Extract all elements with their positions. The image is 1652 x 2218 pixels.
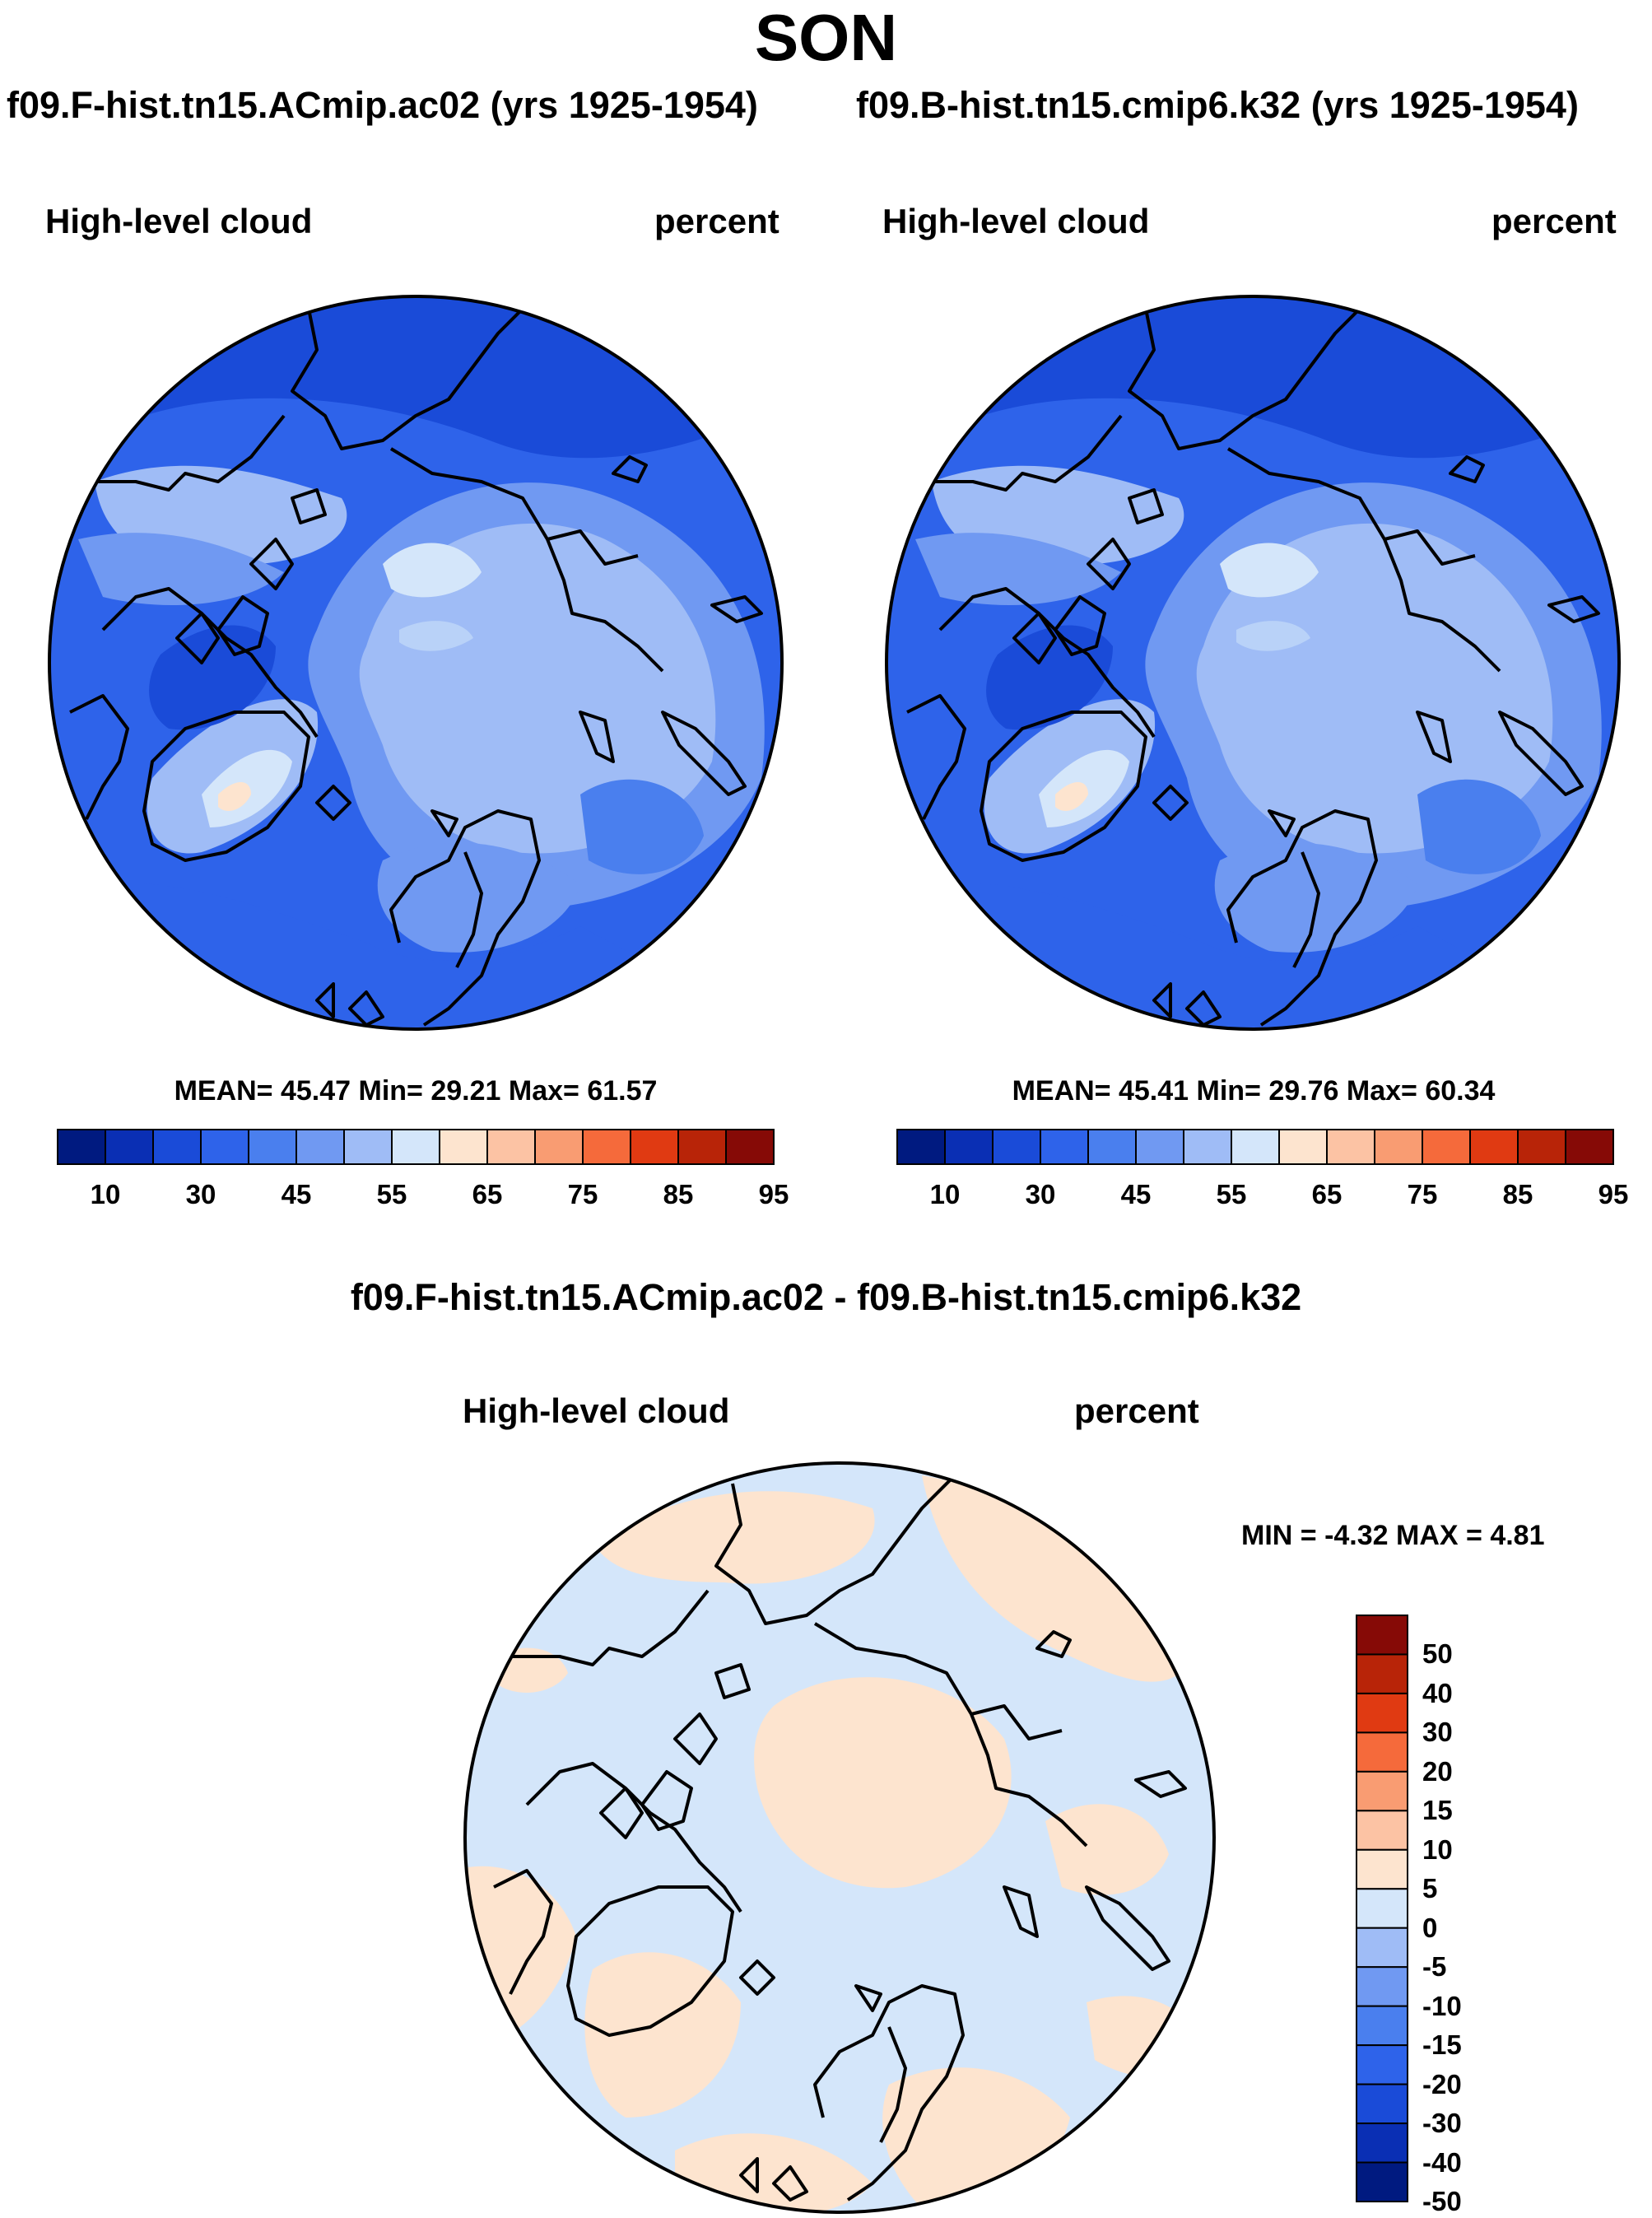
panel1-colorbar-swatch [534,1129,584,1165]
difference-colorbar-swatch [1356,2083,1408,2125]
panel2-colorbar-swatch [1469,1129,1519,1165]
panel2-colorbar-tick-label: 65 [1311,1179,1343,1209]
panel1-map [48,295,784,1031]
difference-colorbar-tick-label: 20 [1422,1755,1453,1787]
difference-title: f09.F-hist.tn15.ACmip.ac02 - f09.B-hist.… [350,1276,1302,1318]
panel1-variable-label: High-level cloud [45,202,313,240]
panel2-colorbar-swatch [1565,1129,1614,1165]
panel2-colorbar-swatch [1422,1129,1471,1165]
difference-units-label: percent [1074,1391,1199,1430]
panel1-colorbar-tick-label: 95 [758,1179,789,1209]
panel1-colorbar-tick-label: 75 [567,1179,598,1209]
difference-colorbar-tick-label: 30 [1422,1717,1453,1748]
panel1-colorbar-swatch [582,1129,631,1165]
panel1-colorbar-swatch [152,1129,202,1165]
panel2-colorbar-swatch [1087,1129,1137,1165]
difference-colorbar-swatch [1356,1888,1408,1929]
panel2-colorbar-swatch [1326,1129,1375,1165]
difference-colorbar-swatch [1356,1615,1408,1656]
panel2-colorbar-swatch [1278,1129,1328,1165]
difference-colorbar-tick-label: -10 [1422,1990,1462,2021]
difference-colorbar-tick-label: 50 [1422,1638,1453,1670]
difference-colorbar-swatch [1356,1848,1408,1890]
panel2-colorbar-tick-label: 95 [1598,1179,1629,1209]
panel1-colorbar-swatch [295,1129,345,1165]
panel1-colorbar-swatch [677,1129,727,1165]
panel1-colorbar-swatch [343,1129,393,1165]
panel2-units-label: percent [1491,202,1617,240]
difference-colorbar-swatch [1356,1692,1408,1734]
difference-colorbar-tick-label: 5 [1422,1873,1438,1904]
panel2-colorbar-swatch [1135,1129,1184,1165]
difference-colorbar-tick-label: -50 [1422,2186,1462,2216]
panel2-colorbar [896,1129,1614,1165]
panel1-colorbar-tick-label: 10 [90,1179,121,1209]
panel1-case-title: f09.F-hist.tn15.ACmip.ac02 (yrs 1925-195… [7,84,758,126]
panel2-variable-label: High-level cloud [882,202,1150,240]
panel2-colorbar-swatch [1374,1129,1423,1165]
difference-colorbar-tick-label: 0 [1422,1912,1438,1943]
difference-colorbar-swatch [1356,1731,1408,1773]
panel1-colorbar [57,1129,775,1165]
difference-stats: MIN = -4.32 MAX = 4.81 [1241,1520,1545,1551]
difference-colorbar-swatch [1356,2005,1408,2047]
panel1-colorbar-swatch [105,1129,154,1165]
panel1-stats: MEAN= 45.47 Min= 29.21 Max= 61.57 [174,1075,658,1107]
panel1-colorbar-swatch [248,1129,297,1165]
panel2-colorbar-swatch [992,1129,1041,1165]
panel2-colorbar-tick-label: 85 [1502,1179,1533,1209]
figure-title: SON [754,1,898,74]
difference-colorbar-swatch [1356,1966,1408,2007]
panel2-colorbar-swatch [1231,1129,1280,1165]
panel1-colorbar-swatch [439,1129,488,1165]
panel2-colorbar-tick-label: 75 [1407,1179,1438,1209]
panel2-colorbar-swatch [1517,1129,1566,1165]
difference-colorbar-tick-label: -20 [1422,2068,1462,2099]
panel2-colorbar-tick-label: 10 [929,1179,961,1209]
panel1-colorbar-tick-label: 55 [376,1179,407,1209]
panel1-colorbar-swatch [391,1129,440,1165]
difference-map [463,1461,1216,2214]
panel2-colorbar-tick-label: 55 [1216,1179,1247,1209]
panel1-colorbar-swatch [486,1129,536,1165]
difference-colorbar-swatch [1356,1653,1408,1694]
difference-colorbar-swatch [1356,2122,1408,2164]
panel1-colorbar-tick-label: 45 [281,1179,312,1209]
panel1-colorbar-swatch [630,1129,679,1165]
panel2-colorbar-swatch [944,1129,994,1165]
difference-colorbar-tick-label: 10 [1422,1834,1453,1865]
difference-colorbar-tick-label: -5 [1422,1951,1447,1983]
panel1-colorbar-swatch [57,1129,106,1165]
panel1-colorbar-tick-label: 30 [185,1179,216,1209]
panel1-colorbar-tick-label: 65 [472,1179,503,1209]
difference-colorbar-tick-label: -15 [1422,2029,1462,2061]
panel1-colorbar-swatch [200,1129,249,1165]
difference-colorbar-tick-label: -30 [1422,2108,1462,2139]
panel2-colorbar-tick-label: 30 [1025,1179,1056,1209]
panel2-colorbar-swatch [1040,1129,1089,1165]
difference-colorbar-swatch [1356,1770,1408,1812]
panel2-case-title: f09.B-hist.tn15.cmip6.k32 (yrs 1925-1954… [856,84,1579,126]
panel1-units-label: percent [654,202,779,240]
difference-colorbar-swatch [1356,1810,1408,1851]
difference-colorbar-tick-label: 40 [1422,1677,1453,1708]
panel2-map [885,295,1621,1031]
difference-colorbar-tick-label: 15 [1422,1795,1453,1826]
difference-colorbar-swatch [1356,2044,1408,2085]
difference-colorbar-swatch [1356,2161,1408,2203]
panel2-colorbar-swatch [896,1129,946,1165]
difference-colorbar [1356,1615,1408,2203]
panel1-colorbar-swatch [725,1129,775,1165]
panel2-colorbar-swatch [1183,1129,1232,1165]
panel2-colorbar-tick-label: 45 [1120,1179,1152,1209]
difference-colorbar-swatch [1356,1927,1408,1969]
difference-variable-label: High-level cloud [463,1391,730,1430]
panel1-colorbar-tick-label: 85 [663,1179,694,1209]
panel2-stats: MEAN= 45.41 Min= 29.76 Max= 60.34 [1012,1075,1496,1107]
difference-colorbar-tick-label: -40 [1422,2146,1462,2178]
